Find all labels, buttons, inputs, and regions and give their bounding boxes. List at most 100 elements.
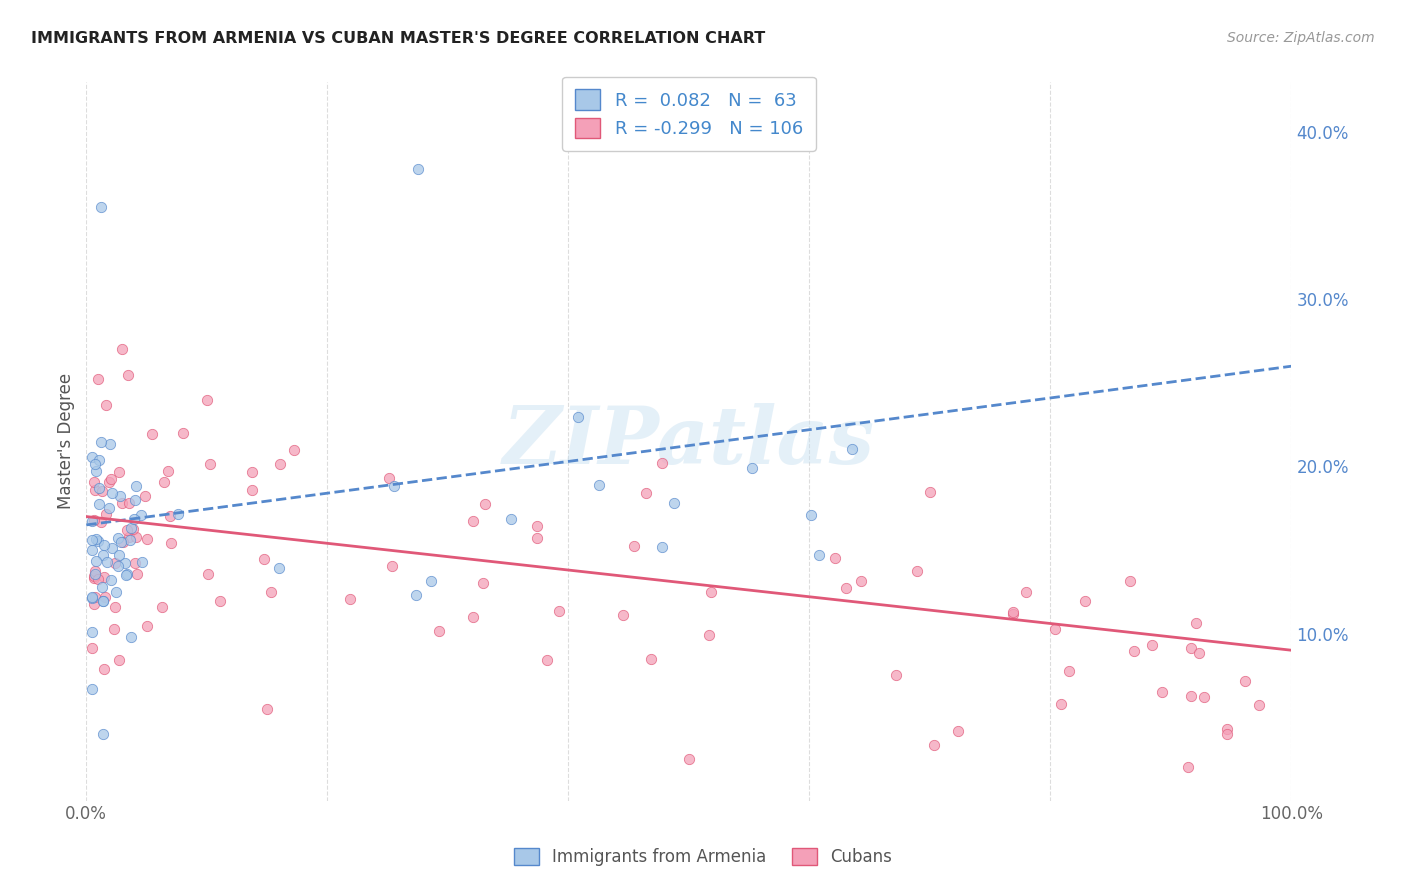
Point <box>91 727 114 741</box>
Point <box>90 515 112 529</box>
Point <box>89 452 111 467</box>
Point <box>93 594 115 608</box>
Point <box>260 584 283 599</box>
Point <box>406 161 429 176</box>
Point <box>427 624 450 638</box>
Point <box>381 558 404 573</box>
Point <box>107 549 129 563</box>
Point <box>82 625 104 640</box>
Point <box>110 496 132 510</box>
Point <box>461 515 484 529</box>
Point <box>1192 690 1215 704</box>
Point <box>157 464 180 478</box>
Point <box>87 573 110 587</box>
Point <box>121 523 143 537</box>
Point <box>104 557 127 571</box>
Point <box>91 594 114 608</box>
Point <box>501 512 523 526</box>
Point <box>240 465 263 479</box>
Point <box>84 590 107 604</box>
Point <box>120 521 142 535</box>
Point <box>114 556 136 570</box>
Point <box>103 622 125 636</box>
Point <box>83 475 105 489</box>
Legend: R =  0.082   N =  63, R = -0.299   N = 106: R = 0.082 N = 63, R = -0.299 N = 106 <box>562 77 815 151</box>
Point <box>240 483 263 497</box>
Point <box>884 667 907 681</box>
Point <box>125 479 148 493</box>
Point <box>90 580 112 594</box>
Point <box>82 591 104 605</box>
Point <box>107 558 129 573</box>
Point <box>1140 638 1163 652</box>
Text: IMMIGRANTS FROM ARMENIA VS CUBAN MASTER'S DEGREE CORRELATION CHART: IMMIGRANTS FROM ARMENIA VS CUBAN MASTER'… <box>31 31 765 46</box>
Point <box>98 501 121 516</box>
Point <box>90 201 112 215</box>
Point <box>256 702 278 716</box>
Point <box>377 471 399 485</box>
Point <box>90 434 112 449</box>
Point <box>131 555 153 569</box>
Point <box>118 533 141 547</box>
Point <box>172 425 194 440</box>
Point <box>94 507 117 521</box>
Point <box>651 541 673 555</box>
Point <box>526 519 548 533</box>
Point <box>100 574 122 588</box>
Point <box>1185 615 1208 630</box>
Point <box>474 497 496 511</box>
Point <box>461 610 484 624</box>
Point <box>82 450 104 464</box>
Point <box>84 483 107 497</box>
Point <box>89 497 111 511</box>
Legend: Immigrants from Armenia, Cubans: Immigrants from Armenia, Cubans <box>508 841 898 873</box>
Point <box>640 652 662 666</box>
Point <box>159 509 181 524</box>
Point <box>86 534 108 549</box>
Point <box>124 512 146 526</box>
Point <box>94 590 117 604</box>
Point <box>623 539 645 553</box>
Point <box>98 437 121 451</box>
Point <box>200 457 222 471</box>
Point <box>1187 646 1209 660</box>
Point <box>167 507 190 521</box>
Point <box>835 582 858 596</box>
Point <box>472 576 495 591</box>
Point <box>83 564 105 578</box>
Point <box>1074 593 1097 607</box>
Point <box>108 489 131 503</box>
Point <box>125 530 148 544</box>
Point <box>84 458 107 472</box>
Point <box>111 343 134 357</box>
Point <box>339 592 361 607</box>
Point <box>110 534 132 549</box>
Point <box>129 508 152 522</box>
Point <box>101 541 124 555</box>
Point <box>536 653 558 667</box>
Point <box>82 640 104 655</box>
Point <box>115 524 138 538</box>
Point <box>124 492 146 507</box>
Point <box>1180 690 1202 704</box>
Point <box>1049 697 1071 711</box>
Point <box>117 368 139 382</box>
Point <box>107 531 129 545</box>
Point <box>118 496 141 510</box>
Point <box>125 567 148 582</box>
Point <box>267 561 290 575</box>
Point <box>1119 574 1142 588</box>
Point <box>93 570 115 584</box>
Point <box>699 628 721 642</box>
Point <box>93 662 115 676</box>
Point <box>195 392 218 407</box>
Point <box>124 556 146 570</box>
Point <box>100 472 122 486</box>
Point <box>1177 760 1199 774</box>
Point <box>84 567 107 582</box>
Point <box>104 585 127 599</box>
Point <box>382 479 405 493</box>
Point <box>612 608 634 623</box>
Point <box>1122 644 1144 658</box>
Text: Source: ZipAtlas.com: Source: ZipAtlas.com <box>1227 31 1375 45</box>
